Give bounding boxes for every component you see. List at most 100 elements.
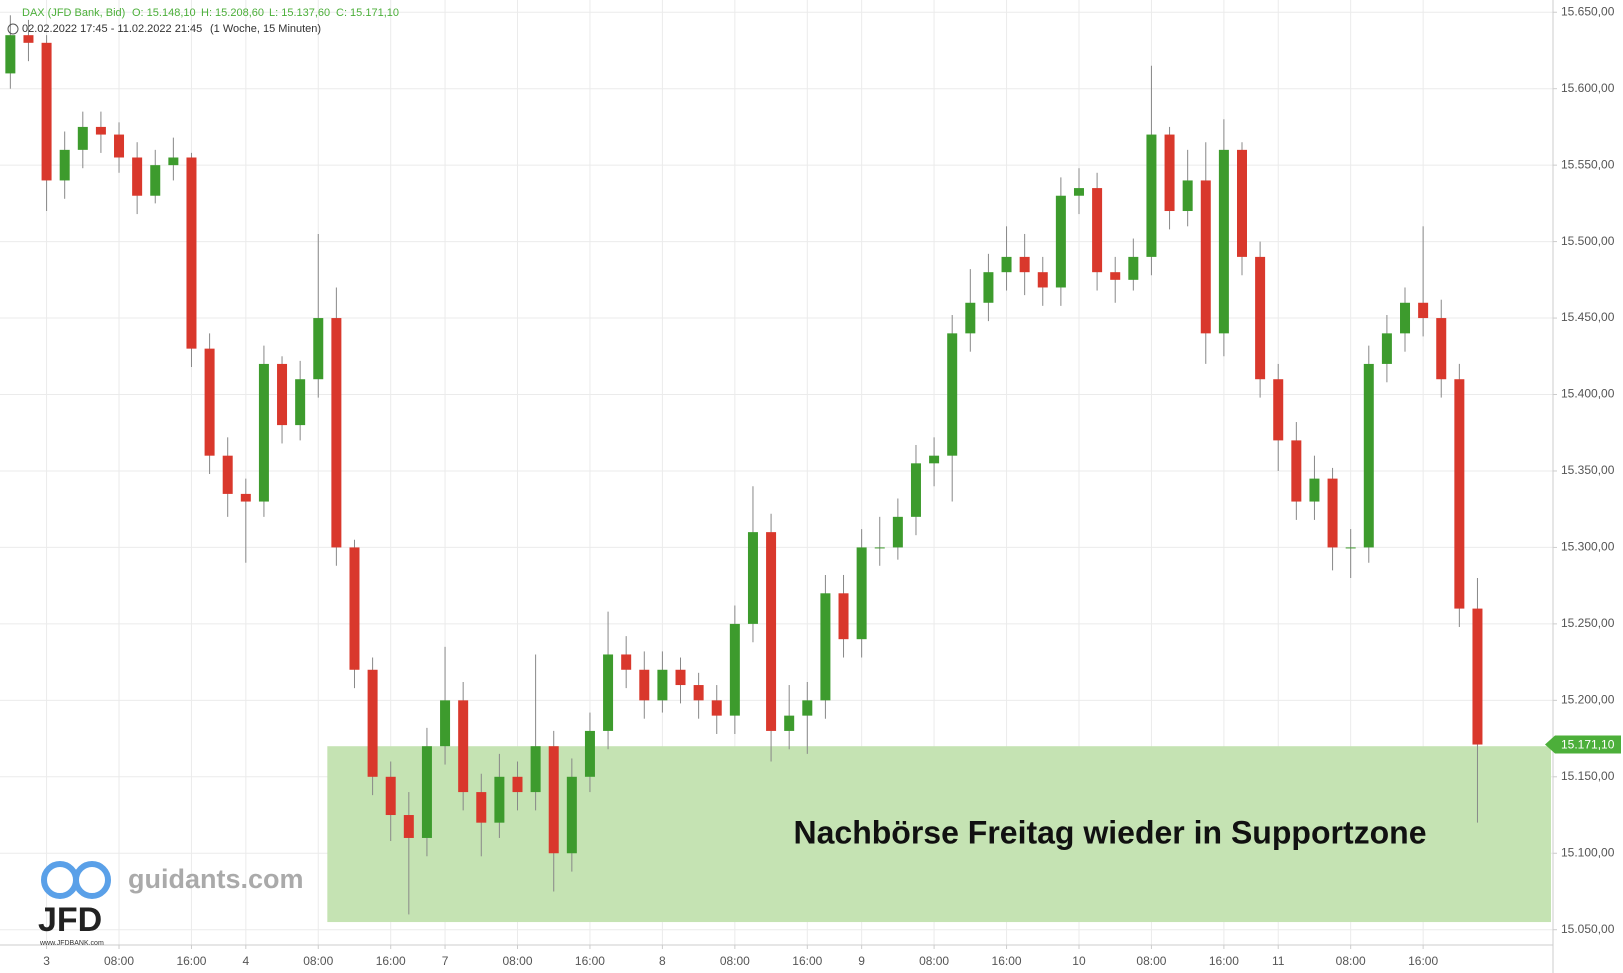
candle-body [983, 272, 994, 303]
y-tick-label: 15.400,00 [1561, 387, 1615, 401]
candle-body [856, 547, 867, 640]
ohlc-high: H: 15.208,60 [201, 7, 264, 19]
x-tick-label: 16:00 [792, 954, 822, 968]
candle-body [1055, 195, 1066, 288]
candle-body [331, 318, 342, 548]
candle-body [421, 746, 432, 838]
candle-body [403, 815, 414, 838]
x-tick-label: 16:00 [376, 954, 406, 968]
candle-body [1001, 256, 1012, 273]
x-tick-label: 7 [442, 954, 449, 968]
candle-body [1092, 188, 1103, 273]
candle-body [874, 547, 885, 549]
candle-body [150, 165, 161, 196]
candle-body [59, 149, 70, 181]
candle-body [1436, 318, 1447, 380]
candle-body [168, 157, 179, 166]
candle-body [1309, 478, 1320, 502]
candle-body [1146, 134, 1157, 257]
candle-body [566, 776, 577, 854]
candle-body [1327, 478, 1338, 548]
candle-body [204, 348, 215, 456]
candles [5, 15, 1483, 915]
period: (1 Woche, 15 Minuten) [210, 23, 321, 35]
logo-site: guidants.com [128, 864, 304, 894]
candle-body [77, 126, 88, 150]
candle-body [1218, 149, 1229, 334]
candle-body [367, 669, 378, 777]
candle-body [1182, 180, 1193, 212]
logo-ring [73, 861, 111, 899]
candle-body [1418, 302, 1429, 319]
candle-body [258, 363, 269, 502]
x-tick-label: 16:00 [1408, 954, 1438, 968]
y-tick-label: 15.150,00 [1561, 769, 1615, 783]
y-tick-label: 15.350,00 [1561, 463, 1615, 477]
candle-body [349, 547, 360, 670]
candle-body [440, 700, 451, 747]
ohlc-close: C: 15.171,10 [336, 7, 399, 19]
candle-body [892, 516, 903, 548]
support-zone: Nachbörse Freitag wieder in Supportzone [327, 746, 1552, 923]
logo: guidants.com JFD www.JFDBANK.com [38, 861, 304, 947]
x-tick-label: 16:00 [992, 954, 1022, 968]
candle-body [729, 623, 740, 716]
x-tick-label: 10 [1072, 954, 1086, 968]
x-tick-label: 08:00 [720, 954, 750, 968]
candle-body [965, 302, 976, 334]
candle-body [784, 715, 795, 731]
y-tick-label: 15.250,00 [1561, 616, 1615, 630]
candle-body [1237, 149, 1247, 257]
candle-body [766, 532, 777, 731]
candle-body [1110, 272, 1121, 280]
candle-body [114, 134, 125, 158]
candle-body [1363, 363, 1374, 548]
candle-body [240, 493, 251, 502]
y-tick-label: 15.550,00 [1561, 157, 1615, 171]
candle-body [657, 669, 668, 701]
candle-body [838, 593, 849, 640]
candle-body [313, 318, 324, 380]
x-tick-label: 3 [43, 954, 50, 968]
y-tick-label: 15.500,00 [1561, 234, 1615, 248]
candle-body [476, 792, 487, 823]
candle-body [5, 35, 16, 74]
y-tick-label: 15.450,00 [1561, 310, 1615, 324]
x-tick-label: 08:00 [1136, 954, 1166, 968]
x-tick-label: 08:00 [104, 954, 134, 968]
candle-body [385, 776, 396, 816]
candle-body [639, 669, 650, 701]
x-tick-label: 16:00 [1209, 954, 1239, 968]
candle-body [1454, 379, 1465, 609]
candle-body [512, 776, 523, 793]
y-tick-label: 15.100,00 [1561, 845, 1615, 859]
candle-body [1381, 333, 1392, 364]
candle-body [802, 700, 813, 716]
candle-body [95, 126, 106, 135]
clock-icon [7, 23, 19, 35]
candle-body [1472, 608, 1483, 745]
candle-body [1273, 379, 1284, 441]
candle-body [693, 685, 704, 701]
candle-body [41, 42, 52, 181]
candle-body [494, 776, 505, 823]
last-price-label: 15.171,10 [1561, 738, 1615, 752]
candle-body [1291, 440, 1302, 502]
header: DAX (JFD Bank, Bid) O: 15.148,10 H: 15.2… [7, 7, 399, 35]
candle-body [295, 379, 306, 426]
candle-body [530, 746, 541, 793]
candle-body [1164, 134, 1175, 212]
date-range: 02.02.2022 17:45 - 11.02.2022 21:45 [22, 23, 202, 35]
candle-body [132, 157, 143, 196]
y-tick-label: 15.200,00 [1561, 693, 1615, 707]
y-tick-label: 15.050,00 [1561, 922, 1615, 936]
x-tick-label: 08:00 [1336, 954, 1366, 968]
last-price-marker [1545, 735, 1621, 754]
candle-body [23, 35, 34, 43]
x-tick-label: 08:00 [919, 954, 949, 968]
logo-url: www.JFDBANK.com [39, 940, 104, 947]
y-tick-label: 15.650,00 [1561, 4, 1615, 18]
ohlc-open: O: 15.148,10 [132, 7, 196, 19]
candle-body [1255, 256, 1266, 380]
